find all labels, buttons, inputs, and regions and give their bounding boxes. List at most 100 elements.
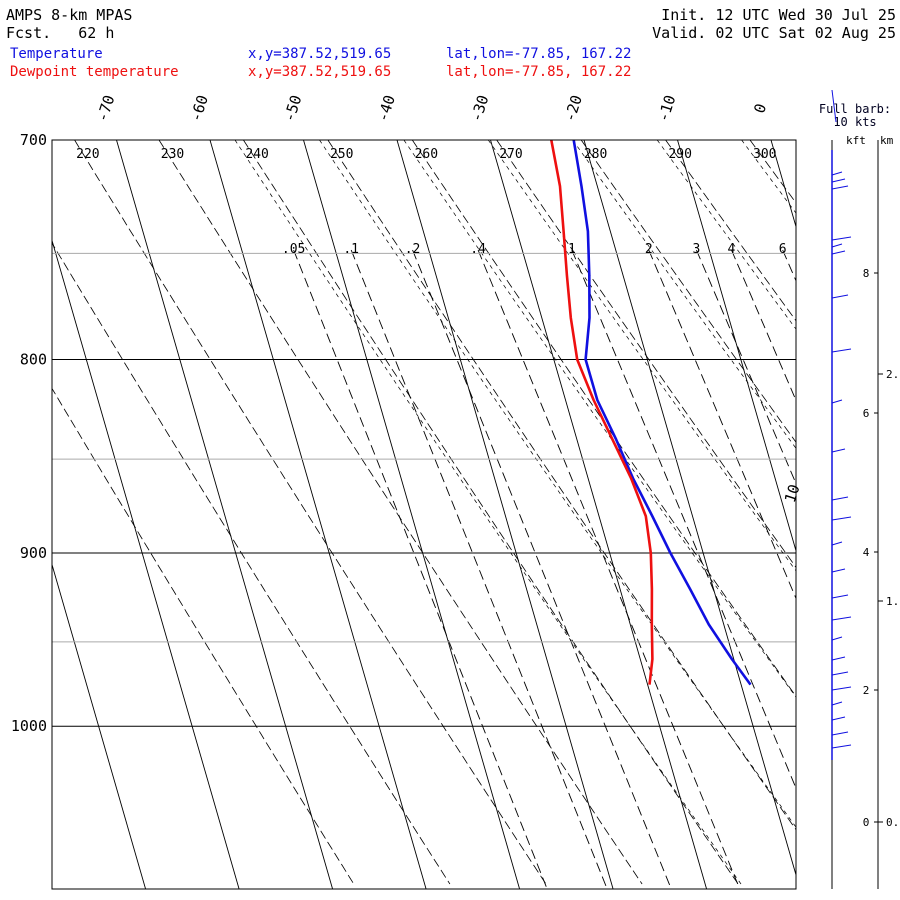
wind-barb	[831, 294, 849, 299]
mixing-ratio-label: 4	[728, 242, 736, 257]
kft-tick-label: 8	[863, 267, 870, 280]
theta-label: 230	[161, 147, 184, 162]
temperature-tick-label: -20	[560, 93, 585, 124]
dry-adiabat-line	[411, 140, 796, 698]
moist-adiabat-line	[741, 140, 796, 214]
km-tick-label: 1.	[886, 595, 899, 608]
dry-adiabat-line	[74, 140, 547, 885]
init-time: Init. 12 UTC Wed 30 Jul 25	[661, 6, 896, 24]
theta-label: 290	[668, 147, 691, 162]
model-title: AMPS 8-km MPAS	[6, 6, 133, 24]
moist-adiabat-line	[656, 140, 796, 330]
isotherm-line	[303, 140, 521, 889]
moist-adiabat-line	[319, 140, 796, 828]
theta-label: 260	[415, 147, 438, 162]
mixing-ratio-label: .05	[282, 242, 305, 257]
wind-barb	[831, 594, 849, 599]
isotherm-line	[490, 140, 708, 889]
mixing-ratio-label: 2	[645, 242, 653, 257]
isotherm-line	[209, 140, 427, 889]
pressure-tick-label: 800	[20, 350, 47, 368]
pressure-tick-label: 700	[20, 131, 47, 149]
profile-series	[550, 140, 752, 686]
pressure-tick-label: 1000	[11, 717, 47, 735]
legend-dewpoint: Dewpoint temperature	[10, 64, 179, 80]
dry-adiabat-line	[580, 140, 796, 443]
theta-label: 220	[76, 147, 99, 162]
km-label: km	[880, 134, 894, 147]
moist-adiabat-line	[488, 140, 796, 572]
wind-barb	[831, 348, 852, 353]
mixing-ratio-label: .2	[405, 242, 421, 257]
wind-barb	[831, 250, 846, 255]
wind-barb	[831, 541, 843, 546]
isotherm-line	[52, 238, 240, 889]
mixing-ratio-label: 6	[779, 242, 787, 257]
isotherm-line	[116, 140, 334, 889]
wind-barb	[831, 516, 852, 521]
wind-barb	[831, 243, 843, 248]
mixing-ratio-line	[350, 249, 608, 889]
mixing-ratio-label: 1	[568, 242, 576, 257]
wind-barb	[831, 686, 852, 691]
theta-label: 280	[584, 147, 607, 162]
kft-tick-label: 4	[863, 546, 870, 559]
dewpoint-profile-line	[550, 140, 654, 685]
km-tick-label: 0.	[886, 816, 899, 829]
isobars	[52, 139, 796, 727]
kft-tick-label: 0	[863, 816, 870, 829]
mixing-ratio-line	[412, 249, 672, 889]
moist-adiabat-line	[572, 140, 796, 449]
temperature-tick-label: -70	[93, 93, 118, 124]
wind-barb-panel: Full barb:10 kts kft km 8 6 4 2 0 2. 1. 0.	[819, 89, 899, 889]
pressure-tick-label: 900	[20, 544, 47, 562]
km-tick-label: 2.	[886, 368, 899, 381]
theta-label: 300	[753, 147, 776, 162]
dry-adiabat-line	[158, 140, 643, 885]
temperature-tick-label: -40	[373, 93, 398, 124]
theta-label: 240	[245, 147, 268, 162]
wind-barb	[831, 744, 852, 749]
wind-barb	[831, 178, 846, 183]
barb-key-label: Full barb:	[819, 102, 891, 116]
temperature-profile-line	[572, 140, 752, 686]
dry-adiabat-line	[52, 242, 451, 885]
kft-label: kft	[846, 134, 866, 147]
isotherm-line	[52, 562, 147, 889]
background-lines	[52, 140, 796, 889]
wind-barb	[831, 496, 849, 501]
wind-barb	[831, 671, 849, 676]
wind-barb	[831, 656, 846, 661]
temperature-tick-label: -10	[654, 93, 679, 124]
forecast-hour: Fcst. 62 h	[6, 24, 114, 42]
isotherm-line	[52, 887, 53, 889]
wind-barb	[831, 716, 846, 721]
isotherm-line	[583, 140, 796, 877]
wind-barb	[831, 701, 843, 706]
mixing-ratio-label: 3	[693, 242, 701, 257]
mixing-ratio-label: .4	[470, 242, 486, 257]
wind-barb	[831, 448, 846, 453]
isotherm-line	[396, 140, 614, 889]
fcst-label: Fcst.	[6, 24, 52, 42]
kft-tick-label: 2	[863, 684, 870, 697]
mixing-ratio-line	[293, 249, 548, 889]
wind-barb	[831, 171, 843, 176]
dry-adiabat-line	[496, 140, 796, 569]
isotherm-line	[770, 140, 796, 229]
plot-frame	[51, 139, 797, 890]
legend-temperature-latlon: lat,lon=-77.85, 167.22	[446, 46, 632, 62]
legend-dewpoint-xy: x,y=387.52,519.65	[248, 64, 392, 80]
legend-temperature: Temperature	[10, 46, 103, 62]
temperature-tick-label: 0	[750, 101, 770, 115]
mixing-ratio-line	[648, 249, 796, 600]
mixing-ratio-label: .1	[343, 242, 359, 257]
mixing-ratio-line	[571, 249, 796, 790]
kft-tick-label: 6	[863, 407, 870, 420]
fcst-value: 62 h	[78, 24, 115, 42]
isotherm-line	[677, 140, 796, 553]
mixing-ratio-line	[731, 249, 796, 402]
dry-adiabat-line	[327, 140, 796, 831]
wind-barb	[831, 616, 852, 621]
